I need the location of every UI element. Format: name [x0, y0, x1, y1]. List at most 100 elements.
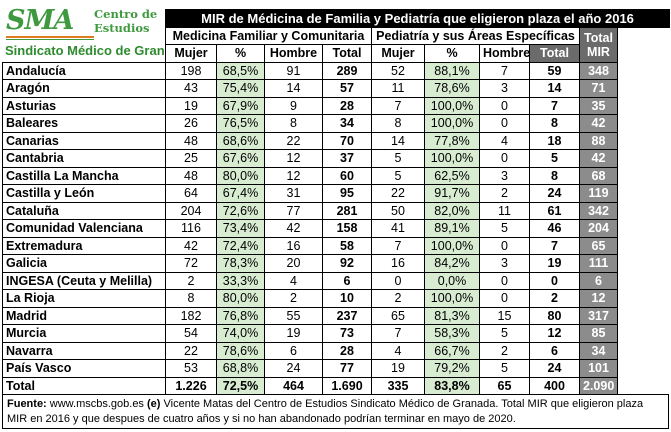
- mfyc-total: 289: [322, 61, 372, 80]
- mfyc-total: 77: [322, 359, 372, 378]
- ped-total: 19: [529, 254, 580, 273]
- region-name: Baleares: [2, 114, 166, 133]
- ped-total: 61: [529, 201, 580, 220]
- logo-centre: Centro de Estudios: [94, 7, 157, 35]
- total-mir: 2.090: [579, 376, 618, 395]
- mfyc-pct: 67,6%: [216, 149, 265, 168]
- total-mir-header: Total MIR: [579, 26, 618, 63]
- mfyc-hombre: 77: [264, 201, 323, 220]
- table-row: Madrid 182 76,8% 55 237 65 81,3% 15 80 3…: [2, 306, 670, 325]
- table-row: La Rioja 8 80,0% 2 10 2 100,0% 0 2 12: [2, 289, 670, 308]
- table-title: MIR de Médicina de Familia y Pediatría q…: [164, 9, 671, 28]
- ped-hombre: 0: [479, 96, 530, 115]
- mfyc-hombre: 19: [264, 324, 323, 343]
- mfyc-hombre: 16: [264, 236, 323, 255]
- ped-hombre: 5: [479, 219, 530, 238]
- table-row: Murcia 54 74,0% 19 73 7 58,3% 5 12 85: [2, 324, 670, 343]
- mfyc-mujer: 48: [165, 131, 217, 150]
- mfyc-hombre: 12: [264, 149, 323, 168]
- mfyc-pct: 72,5%: [216, 376, 265, 395]
- total-mir: 348: [579, 61, 618, 80]
- mfyc-total: 28: [322, 341, 372, 360]
- region-name: Aragón: [2, 79, 166, 98]
- col-hombre: Hombre: [264, 44, 323, 63]
- ped-total: 24: [529, 184, 580, 203]
- ped-pct: 100,0%: [424, 114, 480, 133]
- mfyc-mujer: 72: [165, 254, 217, 273]
- ped-mujer: 41: [371, 219, 425, 238]
- mfyc-pct: 68,6%: [216, 131, 265, 150]
- table-row: Cantabria 25 67,6% 12 37 5 100,0% 0 5 42: [2, 149, 670, 168]
- mfyc-mujer: 8: [165, 289, 217, 308]
- ped-pct: 84,2%: [424, 254, 480, 273]
- ped-total: 59: [529, 61, 580, 80]
- mfyc-mujer: 25: [165, 149, 217, 168]
- mfyc-total: 6: [322, 271, 372, 290]
- ped-total: 12: [529, 324, 580, 343]
- mfyc-pct: 74,0%: [216, 324, 265, 343]
- region-name: Total: [2, 376, 166, 395]
- ped-mujer: 335: [371, 376, 425, 395]
- ped-total: 400: [529, 376, 580, 395]
- ped-group-header: Pediatría y sus Áreas Específicas: [371, 26, 580, 45]
- mfyc-hombre: 8: [264, 114, 323, 133]
- ped-pct: 100,0%: [424, 236, 480, 255]
- total-mir: 85: [579, 324, 618, 343]
- ped-mujer: 11: [371, 79, 425, 98]
- col-mujer: Mujer: [371, 44, 425, 63]
- ped-hombre: 65: [479, 376, 530, 395]
- table-row: País Vasco 53 68,8% 24 77 19 79,2% 5 24 …: [2, 359, 670, 378]
- ped-pct: 77,8%: [424, 131, 480, 150]
- ped-pct: 58,3%: [424, 324, 480, 343]
- mfyc-mujer: 116: [165, 219, 217, 238]
- total-mir: 65: [579, 236, 618, 255]
- mir-table: MIR de Médicina de Familia y Pediatría q…: [2, 9, 671, 395]
- logo-underline: [6, 36, 94, 40]
- sma-logo: SMA Centro de Estudios Sindicato Médico …: [2, 3, 187, 59]
- mfyc-mujer: 22: [165, 341, 217, 360]
- ped-hombre: 3: [479, 166, 530, 185]
- mfyc-pct: 75,4%: [216, 79, 265, 98]
- mfyc-pct: 72,4%: [216, 236, 265, 255]
- ped-mujer: 16: [371, 254, 425, 273]
- ped-pct: 100,0%: [424, 289, 480, 308]
- mfyc-pct: 73,4%: [216, 219, 265, 238]
- logo-spacer: [3, 27, 166, 45]
- mfyc-hombre: 22: [264, 131, 323, 150]
- ped-mujer: 50: [371, 201, 425, 220]
- ped-pct: 81,3%: [424, 306, 480, 325]
- ped-hombre: 11: [479, 201, 530, 220]
- mfyc-mujer: 1.226: [165, 376, 217, 395]
- ped-hombre: 7: [479, 61, 530, 80]
- total-mir: 68: [579, 166, 618, 185]
- region-name: Navarra: [2, 341, 166, 360]
- region-name: Castilla La Mancha: [2, 166, 166, 185]
- mfyc-total: 37: [322, 149, 372, 168]
- ped-hombre: 0: [479, 289, 530, 308]
- ped-hombre: 0: [479, 271, 530, 290]
- region-name: Castilla y León: [2, 184, 166, 203]
- ped-pct: 0,0%: [424, 271, 480, 290]
- column-header-row: Mujer % Hombre Total Mujer % Hombre Tota…: [3, 44, 670, 63]
- logo-centre-line2: Estudios: [94, 21, 150, 35]
- logo-spacer: [3, 10, 166, 28]
- footnote-author-mark: (e): [147, 398, 161, 410]
- ped-total: 24: [529, 359, 580, 378]
- mfyc-pct: 76,5%: [216, 114, 265, 133]
- ped-pct: 62,5%: [424, 166, 480, 185]
- ped-mujer: 5: [371, 166, 425, 185]
- mfyc-hombre: 6: [264, 341, 323, 360]
- total-mir: 342: [579, 201, 618, 220]
- ped-mujer: 8: [371, 114, 425, 133]
- ped-pct: 83,8%: [424, 376, 480, 395]
- ped-pct: 88,1%: [424, 61, 480, 80]
- mfyc-mujer: 182: [165, 306, 217, 325]
- table-row: Castilla La Mancha 48 80,0% 12 60 5 62,5…: [2, 166, 670, 185]
- mfyc-mujer: 204: [165, 201, 217, 220]
- region-name: Asturias: [2, 96, 166, 115]
- ped-hombre: 0: [479, 236, 530, 255]
- mfyc-pct: 76,8%: [216, 306, 265, 325]
- region-name: Madrid: [2, 306, 166, 325]
- col-mujer: Mujer: [165, 44, 217, 63]
